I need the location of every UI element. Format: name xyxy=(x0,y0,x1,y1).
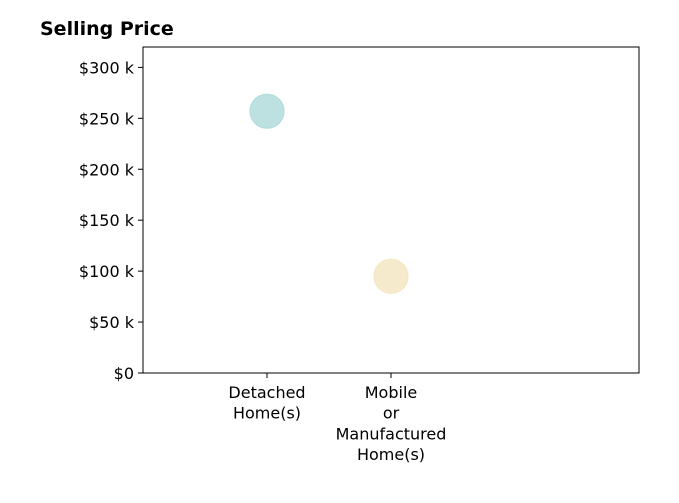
x-tick-label: Home(s) xyxy=(357,445,425,464)
plot-frame xyxy=(142,46,640,374)
y-tick-label: $100 k xyxy=(79,262,135,281)
y-tick-label: $50 k xyxy=(89,313,135,332)
x-tick-label: Mobile xyxy=(365,383,417,402)
y-tick-label: $250 k xyxy=(79,109,135,128)
x-tick-label: Detached xyxy=(228,383,305,402)
data-point xyxy=(373,258,409,294)
y-tick-label: $300 k xyxy=(79,58,135,77)
x-tick-label: or xyxy=(383,404,400,423)
data-points xyxy=(249,93,409,294)
y-tick-label: $150 k xyxy=(79,211,135,230)
y-axis: $0 $50 k $100 k $150 k $200 k $250 k $300 k xyxy=(79,58,143,383)
y-tick-label: $200 k xyxy=(79,160,135,179)
chart-title: Selling Price xyxy=(40,18,174,40)
data-point xyxy=(249,93,285,129)
x-tick-label: Home(s) xyxy=(233,404,301,423)
x-tick-label: Manufactured xyxy=(336,424,447,443)
y-tick-label: $0 xyxy=(114,364,134,383)
